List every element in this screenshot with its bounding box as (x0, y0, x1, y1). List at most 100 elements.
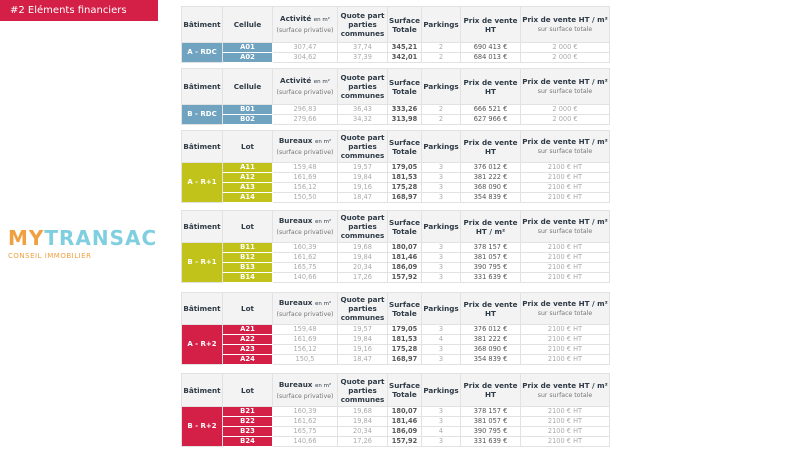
price-table: Bâtiment Lot Bureaux en m² (surface priva… (181, 373, 610, 447)
parkings-cell: 3 (421, 262, 461, 273)
header-prix-m2-main: Prix de vente HT / m² (522, 217, 608, 226)
header-quote: Quote part parties communes (337, 6, 388, 43)
parkings-cell: 4 (421, 426, 461, 437)
total-cell: 179,05 (387, 162, 422, 173)
header-surface: Bureaux en m² (surface privative) (272, 373, 338, 407)
table-row: A12 161,69 19,84 181,53 3 381 222 € 2100… (182, 172, 610, 183)
table-header-row: Bâtiment Lot Bureaux en m² (surface priva… (181, 292, 610, 325)
prix-cell: 376 012 € (460, 162, 521, 173)
header-batiment: Bâtiment (181, 130, 223, 163)
header-prix-m2: Prix de vente HT / m² sur surface totale (520, 373, 610, 407)
header-surface-sub: (surface privative) (276, 149, 334, 156)
header-parkings: Parkings (421, 130, 461, 163)
surface-cell: 165,75 (272, 426, 338, 437)
surface-cell: 150,5 (272, 354, 338, 365)
parkings-cell: 4 (421, 334, 461, 345)
header-quote: Quote part parties communes (337, 292, 388, 325)
table-row: A13 156,12 19,16 175,28 3 368 090 € 2100… (182, 182, 610, 193)
header-surface-sub: (surface privative) (276, 27, 334, 34)
batiment-cell: A - RDC (181, 42, 223, 63)
table-row: B12 161,62 19,84 181,46 3 381 057 € 2100… (182, 252, 610, 263)
price-table: Bâtiment Lot Bureaux en m² (surface priva… (181, 292, 610, 365)
quote-cell: 19,16 (337, 344, 388, 355)
lot-cell: B14 (222, 272, 273, 283)
prix-cell: 381 222 € (460, 172, 521, 183)
table-row: A24 150,5 18,47 168,97 3 354 839 € 2100 … (182, 354, 610, 365)
surface-cell: 307,47 (272, 42, 338, 53)
table-row: B - RDC B01 296,83 36,43 333,26 2 666 521… (181, 104, 610, 125)
lot-cell: A24 (222, 354, 273, 365)
total-cell: 186,09 (387, 426, 422, 437)
table-row: B02 279,66 34,32 313,98 2 627 966 € 2 00… (182, 114, 610, 125)
lot-cell: B13 (222, 262, 273, 273)
lot-cell: A13 (222, 182, 273, 193)
header-prix-m2-sub: sur surface totale (537, 310, 593, 317)
parkings-cell: 2 (421, 42, 461, 53)
watermark-brand-left: MY (8, 226, 45, 250)
quote-cell: 36,43 (337, 104, 388, 115)
total-cell: 181,53 (387, 334, 422, 345)
total-cell: 181,46 (387, 252, 422, 263)
header-surface: Activité en m² (surface privative) (272, 6, 338, 43)
header-total: Surface Totale (387, 210, 422, 243)
surface-cell: 161,62 (272, 416, 338, 427)
price-table: Bâtiment Lot Bureaux en m² (surface priva… (181, 210, 610, 283)
surface-cell: 160,39 (272, 242, 338, 253)
parkings-cell: 3 (421, 242, 461, 253)
header-total: Surface Totale (387, 373, 422, 407)
surface-cell: 161,69 (272, 334, 338, 345)
parkings-cell: 3 (421, 416, 461, 427)
total-cell: 157,92 (387, 436, 422, 447)
quote-cell: 20,34 (337, 426, 388, 437)
header-surface-main: Activité (280, 14, 312, 23)
total-cell: 345,21 (387, 42, 422, 53)
quote-cell: 18,47 (337, 354, 388, 365)
header-lot: Cellule (222, 6, 273, 43)
quote-cell: 17,26 (337, 436, 388, 447)
header-prix-m2: Prix de vente HT / m² sur surface totale (520, 130, 610, 163)
total-cell: 175,28 (387, 344, 422, 355)
surface-cell: 140,66 (272, 272, 338, 283)
quote-cell: 20,34 (337, 262, 388, 273)
prix-cell: 381 222 € (460, 334, 521, 345)
total-cell: 186,09 (387, 262, 422, 273)
quote-cell: 17,26 (337, 272, 388, 283)
header-parkings: Parkings (421, 292, 461, 325)
surface-cell: 160,39 (272, 406, 338, 417)
header-prix-m2-sub: sur surface totale (537, 148, 593, 155)
header-surface-main: Bureaux (278, 379, 313, 389)
lot-cell: A22 (222, 334, 273, 345)
surface-cell: 159,48 (272, 324, 338, 335)
price-table: Bâtiment Cellule Activité en m² (surface … (181, 6, 610, 63)
prix-cell: 390 795 € (460, 262, 521, 273)
header-batiment: Bâtiment (181, 6, 223, 43)
table-header-row: Bâtiment Cellule Activité en m² (surface … (181, 68, 610, 105)
lot-cell: A23 (222, 344, 273, 355)
header-lot: Lot (222, 210, 273, 243)
table-row: A - R+2 A21 159,48 19,57 179,05 3 376 012… (181, 324, 610, 365)
prix-m2-cell: 2100 € HT (520, 272, 610, 283)
parkings-cell: 3 (421, 162, 461, 173)
table-row: B - R+1 B11 160,39 19,68 180,07 3 378 157… (181, 242, 610, 283)
header-quote: Quote part parties communes (337, 130, 388, 163)
lot-cell: B02 (222, 114, 273, 125)
header-surface-main: Activité (280, 76, 312, 85)
total-cell: 175,28 (387, 182, 422, 193)
surface-cell: 279,66 (272, 114, 338, 125)
prix-m2-cell: 2 000 € (520, 42, 610, 53)
parkings-cell: 3 (421, 324, 461, 335)
prix-m2-cell: 2100 € HT (520, 162, 610, 173)
prix-cell: 376 012 € (460, 324, 521, 335)
header-prix: Prix de vente HT (460, 373, 521, 407)
prix-cell: 378 157 € (460, 242, 521, 253)
header-surface-sub: (surface privative) (276, 392, 334, 400)
header-lot: Lot (222, 130, 273, 163)
header-surface-unit: en m² (314, 139, 332, 145)
total-cell: 180,07 (387, 242, 422, 253)
header-prix-m2: Prix de vente HT / m² sur surface totale (520, 68, 610, 105)
header-prix-m2-main: Prix de vente HT / m² (522, 137, 608, 146)
lot-cell: A14 (222, 192, 273, 203)
header-prix-m2: Prix de vente HT / m² sur surface totale (520, 210, 610, 243)
quote-cell: 19,84 (337, 252, 388, 263)
table-row: B24 140,66 17,26 157,92 3 331 639 € 2100… (182, 436, 610, 447)
